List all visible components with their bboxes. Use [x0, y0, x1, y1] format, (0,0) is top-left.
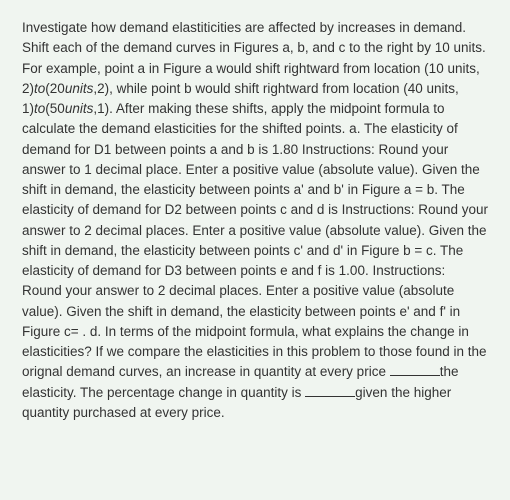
- math-20: 20: [50, 81, 65, 96]
- math-to-1: to: [34, 81, 45, 96]
- text-segment-3: ,1). After making these shifts, apply th…: [22, 101, 488, 379]
- math-to-2: to: [34, 101, 45, 116]
- problem-text: Investigate how demand elastiticities ar…: [22, 18, 488, 423]
- math-50: 50: [50, 101, 65, 116]
- math-2: 2: [22, 81, 30, 96]
- text-segment-1: Investigate how demand elastiticities ar…: [22, 20, 486, 76]
- math-1: 1: [22, 101, 30, 116]
- blank-2[interactable]: [305, 383, 355, 397]
- blank-1[interactable]: [390, 363, 440, 377]
- text-segment-2: ,2), while point b would shift rightward…: [93, 81, 458, 96]
- math-units-2: units: [65, 101, 94, 116]
- math-units-1: units: [65, 81, 94, 96]
